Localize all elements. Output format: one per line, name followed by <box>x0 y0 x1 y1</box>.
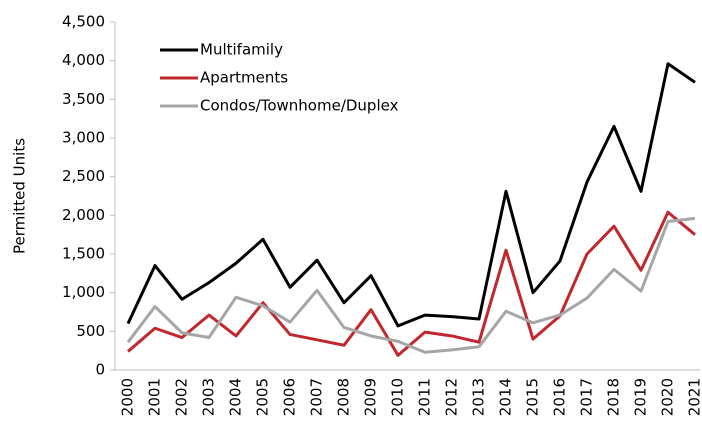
x-tick-label: 2013 <box>470 378 488 416</box>
x-tick-label: 2012 <box>443 378 461 416</box>
x-tick-label: 2015 <box>524 378 542 416</box>
y-tick-label: 1,000 <box>62 283 105 301</box>
y-tick-label: 2,000 <box>62 206 105 224</box>
x-tick-label: 2014 <box>497 378 515 416</box>
x-tick-label: 2007 <box>308 378 326 416</box>
y-tick-label: 500 <box>76 322 105 340</box>
x-tick-label: 2008 <box>335 378 353 416</box>
x-tick-label: 2004 <box>227 378 245 416</box>
series-line <box>128 218 695 352</box>
y-tick-label: 1,500 <box>62 245 105 263</box>
y-tick-label: 3,500 <box>62 90 105 108</box>
legend-label: Condos/Townhome/Duplex <box>200 97 399 115</box>
y-tick-label: 4,000 <box>62 51 105 69</box>
x-tick-label: 2000 <box>119 378 137 416</box>
y-tick-label: 0 <box>95 361 105 379</box>
x-tick-label: 2003 <box>200 378 218 416</box>
y-tick-label: 3,000 <box>62 129 105 147</box>
legend-label: Multifamily <box>200 41 283 59</box>
x-tick-label: 2005 <box>254 378 272 416</box>
x-tick-label: 2009 <box>362 378 380 416</box>
x-tick-label: 2016 <box>551 378 569 416</box>
y-tick-label: 2,500 <box>62 167 105 185</box>
x-tick-label: 2002 <box>173 378 191 416</box>
x-tick-label: 2001 <box>146 378 164 416</box>
x-tick-label: 2021 <box>686 378 702 416</box>
x-tick-label: 2017 <box>578 378 596 416</box>
legend-label: Apartments <box>200 69 288 87</box>
x-tick-label: 2018 <box>605 378 623 416</box>
x-tick-label: 2020 <box>659 378 677 416</box>
x-tick-label: 2006 <box>281 378 299 416</box>
x-tick-label: 2010 <box>389 378 407 416</box>
y-tick-label: 4,500 <box>62 13 105 31</box>
y-axis-label: Permitted Units <box>11 138 29 254</box>
x-tick-label: 2019 <box>632 378 650 416</box>
x-tick-label: 2011 <box>416 378 434 416</box>
